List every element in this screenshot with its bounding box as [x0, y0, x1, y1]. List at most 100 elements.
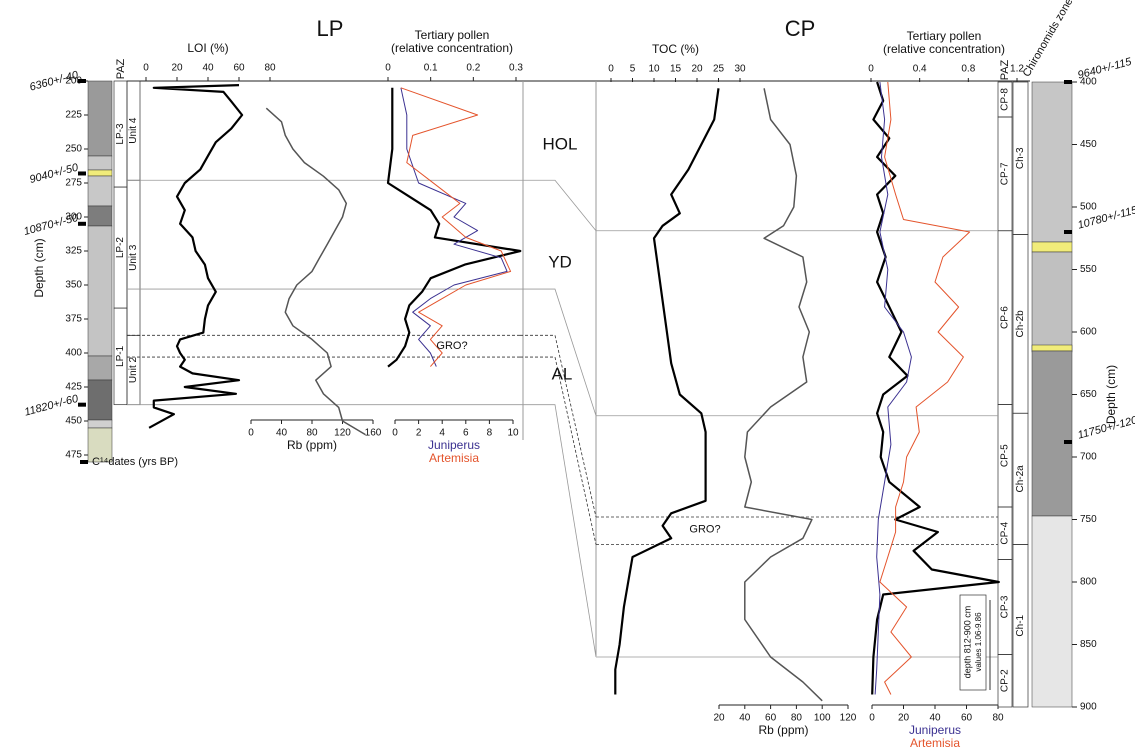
- correlation-line: [520, 179, 597, 232]
- x-tick-label: 40: [276, 428, 288, 439]
- axis-label: LOI (%): [187, 41, 228, 55]
- date-legend-marker: [80, 460, 88, 464]
- correlation-line: [520, 288, 597, 416]
- axis-label: Tertiary pollen: [415, 28, 490, 42]
- x-tick-label: 40: [739, 713, 751, 724]
- x-tick-label: 30: [734, 64, 746, 75]
- period-label: AL: [552, 364, 573, 383]
- annotation: GRO?: [436, 340, 467, 352]
- unit-zone-label: Ch-2a: [1015, 465, 1026, 493]
- note-text: depth 812-900 cm: [962, 606, 972, 679]
- paz-zone-label: CP-4: [1000, 521, 1011, 544]
- y-tick-label: 350: [65, 280, 82, 291]
- x-tick-label: 0.2: [466, 63, 480, 74]
- paz-zone-label: CP-5: [1000, 444, 1011, 467]
- x-tick-label: 5: [630, 64, 636, 75]
- x-tick-label: 0: [248, 428, 254, 439]
- unit-zone: [1012, 544, 1029, 708]
- y-tick-label: 400: [1080, 77, 1097, 88]
- axis-label: (relative concentration): [883, 42, 1005, 56]
- x-tick-label: 20: [713, 713, 725, 724]
- unit-zone-label: Unit 2: [128, 357, 139, 384]
- date-marker: [1064, 230, 1072, 234]
- series-line: [148, 84, 244, 429]
- period-label: HOL: [543, 134, 578, 153]
- date-marker: [78, 221, 86, 226]
- legend-entry: Artemisia: [429, 451, 479, 465]
- paz-zone-label: CP-6: [1000, 306, 1011, 329]
- x-tick-label: 160: [365, 428, 382, 439]
- x-tick-label: 0.8: [961, 64, 975, 75]
- correlation-line: [520, 404, 597, 658]
- date-marker: [78, 402, 86, 407]
- series-line: [400, 87, 512, 367]
- x-tick-label: 0: [392, 428, 398, 439]
- x-tick-label: 0: [385, 63, 391, 74]
- x-tick-label: 80: [264, 63, 276, 74]
- x-tick-label: 80: [791, 713, 803, 724]
- note-box: [959, 594, 987, 691]
- x-tick-label: 25: [713, 64, 725, 75]
- unit-zone-label: Ch-1: [1015, 614, 1026, 636]
- x-tick-label: 0: [868, 64, 874, 75]
- y-tick-label: 475: [65, 450, 82, 461]
- y-tick-label: 750: [1080, 514, 1097, 525]
- x-tick-label: 40: [202, 63, 214, 74]
- x-tick-label: 10: [507, 428, 519, 439]
- x-tick-label: 0.4: [913, 64, 927, 75]
- y-tick-label: 450: [1080, 139, 1097, 150]
- y-tick-label: 200: [65, 76, 82, 87]
- y-tick-label: 900: [1080, 702, 1097, 713]
- x-tick-label: 1.2: [1010, 64, 1024, 75]
- y-tick-label: 850: [1080, 639, 1097, 650]
- y-tick-label: 325: [65, 246, 82, 257]
- unit-zone-label: Unit 3: [128, 244, 139, 271]
- x-tick-label: 15: [670, 64, 682, 75]
- y-tick-label: 400: [65, 348, 82, 359]
- y-tick-label: 450: [65, 416, 82, 427]
- x-tick-label: 120: [334, 428, 351, 439]
- date-marker: [78, 79, 86, 83]
- paz-zone-label: LP-2: [115, 237, 126, 259]
- series-line: [744, 88, 823, 702]
- legend-entry: Juniperus: [428, 438, 480, 452]
- x-tick-label: 0: [608, 64, 614, 75]
- axis-label: TOC (%): [652, 42, 699, 56]
- series-line: [874, 81, 912, 695]
- x-tick-label: 6: [463, 428, 469, 439]
- series-line: [614, 88, 720, 695]
- series-line: [871, 81, 1000, 695]
- paz-title: PAZ: [999, 59, 1011, 80]
- paz-zone-label: CP-8: [1000, 88, 1011, 111]
- y-tick-label: 250: [65, 144, 82, 155]
- x-tick-label: 0: [143, 63, 149, 74]
- x-tick-label: 60: [961, 713, 973, 724]
- x-tick-label: 8: [487, 428, 493, 439]
- axis-label: Rb (ppm): [758, 723, 808, 737]
- x-tick-label: 20: [898, 713, 910, 724]
- y-tick-label: 700: [1080, 452, 1097, 463]
- series-line: [265, 107, 366, 436]
- date-marker: [1064, 80, 1072, 84]
- x-tick-label: 80: [306, 428, 318, 439]
- y-tick-label: 225: [65, 110, 82, 121]
- period-label: YD: [548, 252, 572, 271]
- legend-entry: Artemisia: [910, 736, 960, 750]
- y-tick-label: 650: [1080, 389, 1097, 400]
- paz-title: PAZ: [115, 58, 127, 79]
- y-tick-label: 275: [65, 178, 82, 189]
- unit-zone-label: Ch-3: [1015, 147, 1026, 169]
- annotation: GRO?: [689, 523, 720, 535]
- x-tick-label: 0: [869, 713, 875, 724]
- series-line: [386, 87, 522, 368]
- date-legend: C¹⁴dates (yrs BP): [92, 456, 178, 468]
- x-tick-label: 2: [416, 428, 422, 439]
- paz-zone-label: LP-3: [115, 123, 126, 145]
- axis-label: (relative concentration): [391, 41, 513, 55]
- x-tick-label: 40: [929, 713, 941, 724]
- y-tick-label: 550: [1080, 264, 1097, 275]
- y-tick-label: 300: [65, 212, 82, 223]
- unit-zone-label: Unit 4: [128, 117, 139, 144]
